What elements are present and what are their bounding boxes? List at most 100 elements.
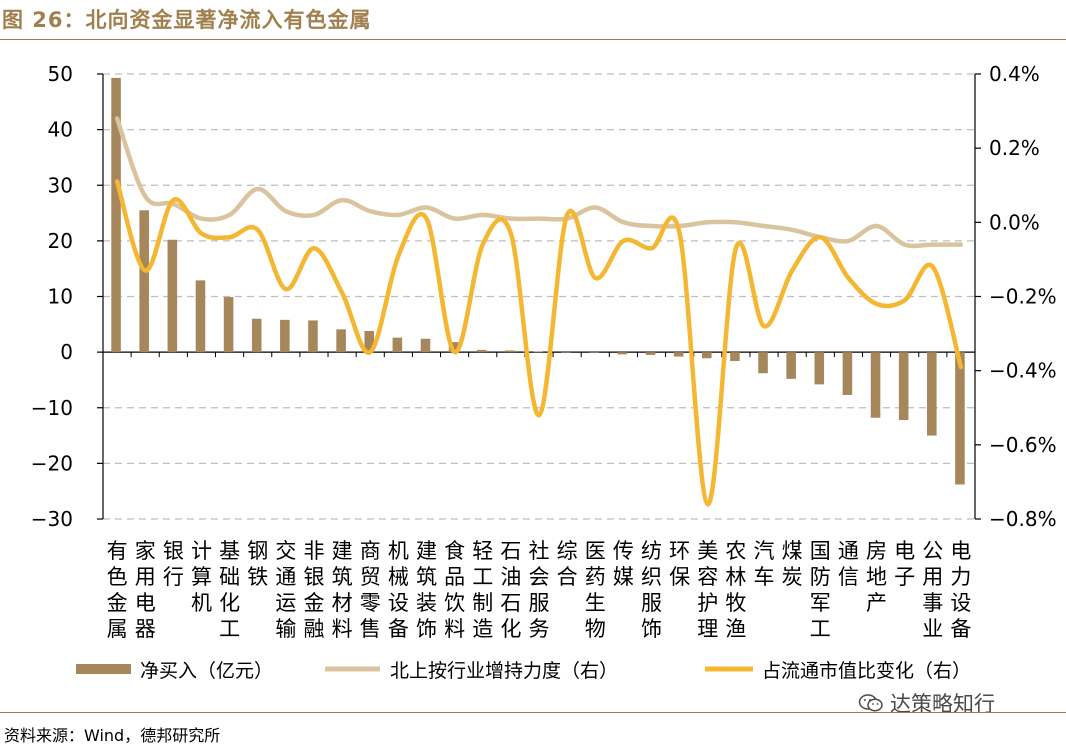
x-tick-char: 纺 bbox=[641, 539, 662, 563]
x-tick-char: 筑 bbox=[332, 565, 353, 589]
x-tick-char: 金 bbox=[303, 591, 324, 615]
bar-26 bbox=[814, 352, 825, 385]
bar-5 bbox=[223, 297, 234, 353]
x-tick-char: 国 bbox=[810, 539, 831, 563]
x-tick-char: 子 bbox=[894, 565, 915, 589]
x-tick-char: 融 bbox=[303, 617, 324, 641]
x-tick-char: 房 bbox=[866, 539, 887, 563]
legend-item-1: 净买入（亿元） bbox=[76, 660, 273, 682]
x-tick-char: 银 bbox=[303, 565, 324, 589]
x-tick-char: 钢 bbox=[247, 539, 268, 563]
x-tick-char: 电 bbox=[135, 591, 156, 615]
x-tick-label-6: 钢铁 bbox=[247, 539, 268, 589]
bar-31 bbox=[955, 352, 965, 485]
left-tick-label: 50 bbox=[48, 62, 73, 86]
x-tick-char: 交 bbox=[275, 539, 296, 563]
x-tick-char: 石 bbox=[500, 591, 521, 615]
x-tick-char: 轻 bbox=[472, 539, 493, 563]
right-tick-label: −0.6% bbox=[989, 433, 1057, 457]
x-tick-char: 料 bbox=[332, 617, 353, 641]
x-tick-char: 信 bbox=[838, 565, 859, 589]
x-tick-label-4: 计算机 bbox=[191, 539, 212, 615]
bar-2 bbox=[139, 210, 149, 353]
x-tick-char: 工 bbox=[810, 617, 831, 641]
x-tick-char: 电 bbox=[894, 539, 915, 563]
x-tick-char: 金 bbox=[107, 591, 128, 615]
x-tick-char: 建 bbox=[416, 539, 437, 563]
legend-label: 净买入（亿元） bbox=[140, 660, 273, 682]
x-tick-char: 运 bbox=[275, 591, 296, 615]
left-tick-label: 40 bbox=[48, 118, 73, 142]
legend-swatch-bar bbox=[76, 664, 131, 674]
x-tick-char: 备 bbox=[950, 617, 971, 641]
x-tick-char: 石 bbox=[500, 539, 521, 563]
x-tick-char: 林 bbox=[725, 565, 746, 589]
x-tick-char: 综 bbox=[557, 539, 578, 563]
x-tick-char: 生 bbox=[585, 591, 606, 615]
bar-3 bbox=[167, 239, 178, 353]
x-tick-label-24: 汽车 bbox=[754, 539, 775, 589]
x-tick-char: 设 bbox=[950, 591, 971, 615]
bar-series bbox=[111, 77, 965, 485]
right-tick-label: −0.2% bbox=[989, 285, 1057, 309]
x-tick-char: 设 bbox=[388, 591, 409, 615]
x-tick-char: 品 bbox=[444, 565, 465, 589]
bar-7 bbox=[280, 319, 290, 353]
x-tick-char: 色 bbox=[107, 565, 128, 589]
legend-item-3: 占流通市值比变化（右） bbox=[705, 660, 971, 682]
right-tick-label: −0.4% bbox=[989, 359, 1057, 383]
right-tick-label: 0.2% bbox=[989, 136, 1040, 160]
x-tick-char: 属 bbox=[107, 617, 128, 641]
legend-label: 北上按行业增持力度（右） bbox=[390, 660, 618, 682]
x-tick-char: 力 bbox=[950, 565, 971, 589]
x-tick-char: 用 bbox=[922, 565, 943, 589]
legend-item-2: 北上按行业增持力度（右） bbox=[325, 660, 618, 682]
x-tick-char: 织 bbox=[641, 565, 662, 589]
x-tick-char: 建 bbox=[332, 539, 353, 563]
x-tick-char: 器 bbox=[135, 617, 156, 641]
x-tick-char: 煤 bbox=[782, 539, 803, 563]
watermark: 达策略知行 bbox=[858, 688, 995, 718]
x-tick-char: 业 bbox=[922, 617, 943, 641]
x-tick-char: 军 bbox=[810, 591, 831, 615]
x-tick-char: 理 bbox=[697, 617, 718, 641]
x-tick-label-21: 环保 bbox=[669, 539, 690, 589]
x-tick-char: 础 bbox=[219, 565, 240, 589]
left-tick-label: 10 bbox=[48, 285, 73, 309]
x-tick-label-1: 有色金属 bbox=[107, 539, 128, 641]
bar-10 bbox=[364, 330, 375, 353]
bar-30 bbox=[927, 352, 937, 436]
x-tick-char: 银 bbox=[163, 539, 184, 563]
x-tick-char: 计 bbox=[191, 539, 212, 563]
left-tick-label: −30 bbox=[31, 507, 73, 531]
x-tick-char: 炭 bbox=[782, 565, 803, 589]
x-tick-char: 饮 bbox=[444, 591, 465, 615]
bar-4 bbox=[195, 280, 206, 353]
x-tick-char: 算 bbox=[191, 565, 212, 589]
x-tick-char: 通 bbox=[838, 539, 859, 563]
source-divider bbox=[0, 712, 1066, 713]
x-tick-char: 事 bbox=[922, 591, 943, 615]
x-tick-char: 公 bbox=[922, 539, 943, 563]
x-tick-char: 保 bbox=[669, 565, 690, 589]
left-tick-label: 30 bbox=[48, 173, 73, 197]
right-tick-label: −0.8% bbox=[989, 507, 1057, 531]
x-tick-char: 会 bbox=[529, 565, 550, 589]
chart: −30 −20 −10 0 10 20 30 40 50 −0.8% −0.6% −0.4% −0.2%… bbox=[31, 62, 1057, 682]
x-tick-char: 工 bbox=[472, 565, 493, 589]
title-divider bbox=[0, 39, 1066, 40]
x-tick-char: 食 bbox=[444, 539, 465, 563]
tick-labels: −30 −20 −10 0 10 20 30 40 50 −0.8% −0.6% −0.4% −0.2%… bbox=[31, 62, 1057, 641]
bar-9 bbox=[336, 329, 346, 353]
